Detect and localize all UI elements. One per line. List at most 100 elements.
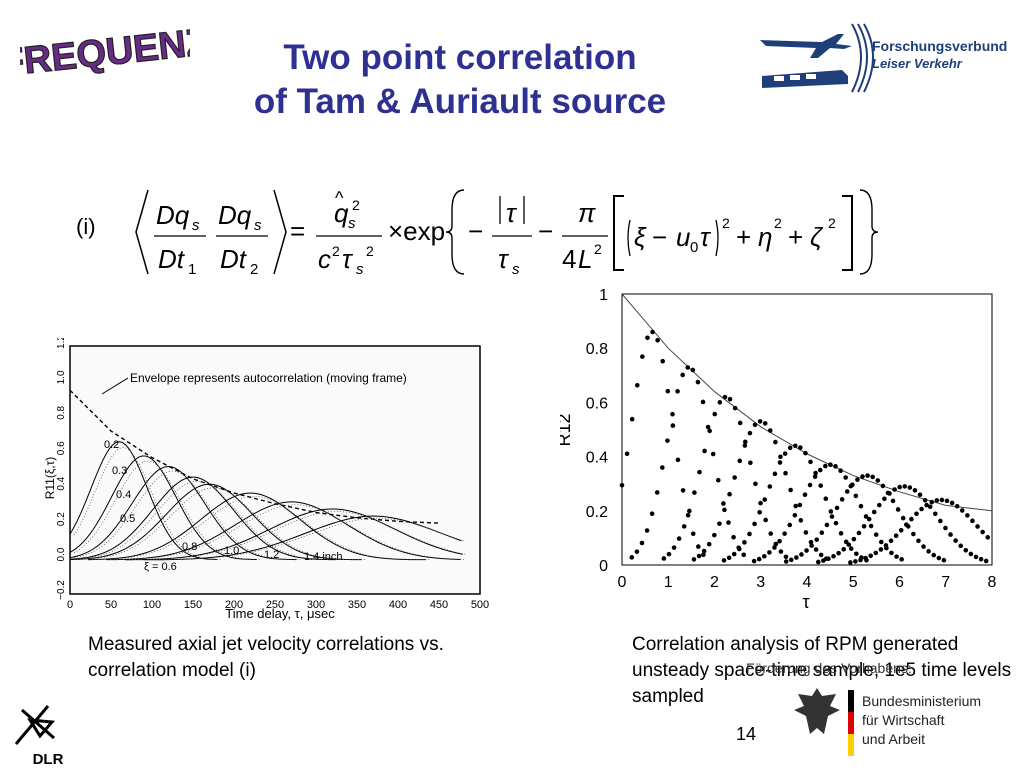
data-point	[758, 500, 763, 506]
data-point	[752, 521, 757, 527]
separation-label: 1.2	[264, 549, 279, 561]
data-point	[902, 484, 908, 489]
svg-text:π: π	[578, 198, 596, 228]
partner-name-line-2: Leiser Verkehr	[872, 56, 962, 71]
data-point	[916, 538, 921, 544]
data-point	[880, 483, 886, 489]
data-point	[912, 488, 918, 493]
forschungsverbund-logo	[760, 23, 874, 93]
y-tick-label: 0.6	[586, 395, 608, 412]
data-point	[824, 522, 830, 528]
data-point	[737, 420, 743, 426]
x-tick-label: 1	[664, 574, 673, 591]
separation-label: 0.8	[182, 541, 197, 553]
data-point	[650, 329, 655, 335]
data-point	[690, 367, 696, 373]
y-tick-labels: 1.2 1.0 0.8 0.6 0.4 0.2 0.0 −0.2	[56, 338, 67, 600]
data-point	[943, 525, 948, 531]
data-point	[888, 538, 894, 544]
x-tick-label: 7	[941, 574, 950, 591]
data-point	[841, 546, 847, 552]
svg-text:s: s	[356, 261, 364, 278]
data-point	[798, 445, 803, 450]
data-point	[818, 552, 824, 558]
svg-text:τ: τ	[506, 198, 518, 228]
data-point	[899, 557, 904, 562]
data-point	[767, 484, 773, 489]
data-point	[860, 474, 865, 479]
data-point	[742, 439, 748, 445]
data-point	[813, 547, 819, 552]
svg-text:τ: τ	[498, 244, 510, 274]
data-point	[911, 531, 916, 537]
svg-text:=: =	[290, 216, 305, 246]
dlr-text: DLR	[33, 751, 64, 768]
data-point	[934, 498, 940, 503]
svg-text:+: +	[788, 222, 803, 252]
svg-text:c: c	[318, 244, 331, 274]
data-point	[788, 557, 794, 563]
svg-text:−: −	[468, 216, 483, 246]
data-point	[737, 546, 742, 552]
svg-text:−: −	[652, 222, 667, 252]
model-curve	[147, 517, 466, 561]
data-point	[722, 507, 727, 513]
correlation-curves	[619, 293, 993, 565]
data-point	[654, 490, 660, 495]
data-point	[833, 464, 838, 469]
data-point	[836, 550, 841, 556]
data-point	[666, 551, 672, 557]
data-point	[696, 553, 702, 559]
data-point	[783, 470, 788, 476]
data-point	[756, 556, 762, 562]
x-tick-label: 6	[895, 574, 904, 591]
svg-text:2: 2	[352, 197, 360, 213]
data-point	[741, 552, 747, 558]
x-tick-label: 3	[756, 574, 765, 591]
svg-text:2: 2	[722, 215, 730, 231]
data-point	[890, 498, 896, 504]
data-point	[797, 502, 803, 508]
data-point	[681, 524, 687, 529]
y-tick-label: 0.2	[56, 512, 67, 526]
x-tick-label: 400	[389, 599, 407, 611]
data-point	[727, 396, 733, 402]
svg-text:0: 0	[690, 239, 698, 256]
data-point	[660, 465, 665, 470]
data-point	[675, 457, 681, 463]
data-point	[702, 448, 707, 454]
y-tick-label: 1.2	[56, 338, 67, 349]
svg-text:ξ: ξ	[634, 222, 647, 252]
right-x-axis-label: τ	[802, 592, 809, 610]
data-point	[878, 547, 884, 552]
data-point	[817, 467, 823, 473]
data-point	[855, 477, 860, 482]
data-point	[751, 558, 757, 564]
data-point	[900, 515, 906, 521]
data-point	[726, 555, 732, 561]
data-point	[834, 505, 840, 511]
plot-frame	[69, 345, 481, 595]
data-point	[894, 554, 899, 559]
data-point	[762, 421, 768, 426]
data-point	[748, 460, 753, 466]
data-point	[696, 544, 701, 549]
data-point	[732, 405, 738, 411]
separation-label: 0.3	[112, 465, 127, 477]
y-tick-label: 0	[599, 558, 608, 575]
data-point	[807, 482, 813, 488]
data-point	[691, 557, 697, 562]
correlation-curves	[69, 389, 467, 561]
data-point	[710, 451, 716, 457]
data-point	[665, 388, 671, 394]
data-point	[778, 549, 784, 554]
data-point	[783, 559, 789, 564]
measured-curve	[143, 515, 462, 561]
data-point	[978, 556, 984, 562]
data-point	[895, 507, 901, 512]
german-flag-icon	[848, 690, 854, 756]
data-point	[892, 487, 897, 492]
data-point	[665, 438, 670, 443]
data-point	[919, 506, 924, 512]
